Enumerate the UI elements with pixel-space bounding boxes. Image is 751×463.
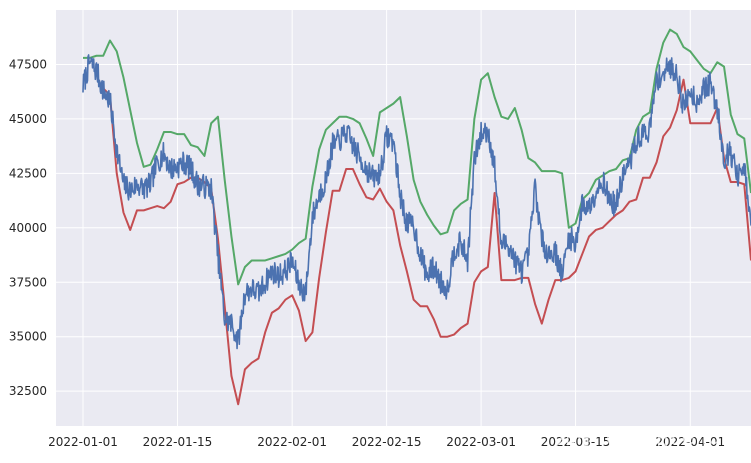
- y-axis-tick-labels: 32500 35000 37500 40000 42500 45000 47500: [9, 57, 47, 398]
- y-tick-label: 42500: [9, 166, 47, 180]
- x-tick-label: 2022-01-15: [143, 435, 213, 449]
- x-tick-label: 2022-01-01: [48, 435, 118, 449]
- x-tick-label: 2022-02-01: [257, 435, 327, 449]
- series-layer: [82, 28, 751, 406]
- x-tick-label: 2022-02-15: [352, 435, 422, 449]
- y-tick-label: 47500: [9, 57, 47, 71]
- y-tick-label: 37500: [9, 275, 47, 289]
- x-tick-label: 2022-03-01: [446, 435, 516, 449]
- y-tick-label: 32500: [9, 384, 47, 398]
- x-tick-label: 2022-04-01: [655, 435, 725, 449]
- upper-band-line: [82, 28, 751, 286]
- y-tick-label: 35000: [9, 330, 47, 344]
- y-tick-label: 40000: [9, 221, 47, 235]
- price-series-line: [82, 54, 751, 350]
- plot-area: [56, 10, 751, 426]
- y-tick-label: 45000: [9, 112, 47, 126]
- x-tick-label: 2022-03-15: [541, 435, 611, 449]
- x-axis-tick-labels: 2022-01-01 2022-01-15 2022-02-01 2022-02-15…: [48, 435, 725, 449]
